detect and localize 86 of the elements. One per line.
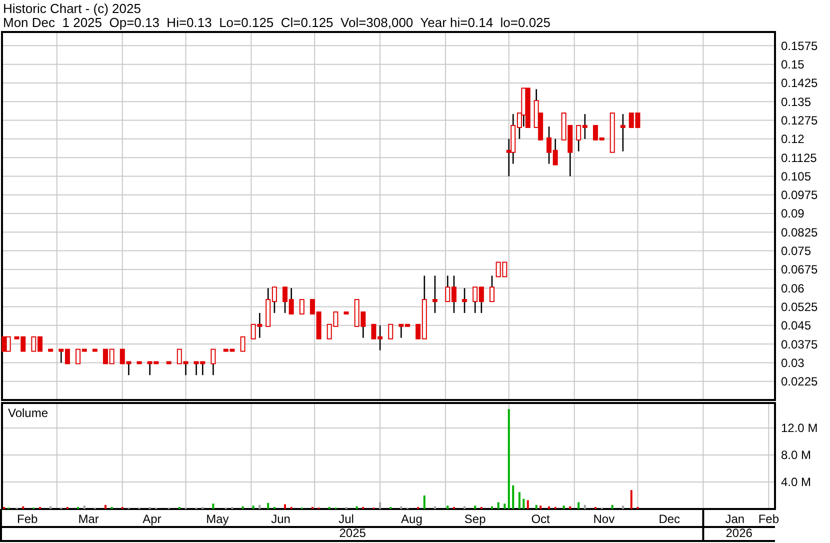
y-tick-label: 4.0 M (781, 475, 812, 490)
y-tick-label: 0.06 (781, 281, 805, 296)
y-tick-label: 0.075 (781, 244, 812, 258)
y-tick-label: 0.1125 (781, 150, 818, 165)
y-tick-label: 0.0225 (781, 374, 818, 389)
x-tick-label: Nov (593, 512, 615, 526)
text: 2026 (726, 526, 753, 540)
bar (490, 506, 493, 509)
bar (611, 504, 614, 509)
bar (622, 506, 624, 509)
x-tick-label: Feb (758, 512, 780, 526)
x-tick-label: Feb (17, 512, 38, 526)
bar (446, 506, 449, 509)
chart-subtitle: Mon Dec 1 2025 Op=0.13 Hi=0.13 Lo=0.125 Cl=0.125 Vol=308,000 Year hi=0.14 lo=0.025 (3, 15, 551, 30)
bar (423, 495, 426, 509)
bar (242, 506, 244, 509)
chart-title: Volume (8, 406, 48, 420)
bar (630, 490, 632, 509)
candlestick (6, 336, 11, 352)
y-tick-label: 0.1425 (781, 76, 818, 90)
y-tick-label: 0.0525 (781, 300, 818, 314)
bar (497, 502, 500, 509)
bar (212, 504, 214, 509)
candlestick (2, 336, 7, 352)
candlestick (210, 348, 216, 376)
candlestick (489, 275, 494, 302)
x-tick-label: Jan (725, 512, 745, 526)
bar (504, 504, 506, 509)
bar (535, 504, 538, 509)
x-tick-label: Jun (271, 512, 290, 526)
y-tick-label: 0.045 (781, 318, 812, 333)
y-tick-label: 0.0825 (781, 225, 818, 240)
candlestick (240, 336, 246, 352)
bar (512, 485, 514, 509)
x-tick-label: May (206, 512, 229, 526)
bar (379, 502, 382, 509)
bar (548, 506, 550, 509)
y-tick-label: 0.0675 (781, 262, 818, 277)
y-tick-label: 0.0375 (781, 337, 818, 352)
bar (518, 492, 520, 509)
y-tick-label: 0.1575 (781, 38, 818, 53)
x-tick-label: Jul (338, 512, 354, 526)
bar (584, 504, 586, 509)
bar (104, 504, 106, 509)
bar (522, 498, 525, 509)
candlestick (388, 324, 394, 340)
candlestick (432, 275, 438, 314)
bar (526, 500, 529, 509)
x-tick-label: Aug (401, 512, 422, 526)
bar (578, 502, 580, 509)
bar (562, 506, 565, 509)
bar (22, 506, 24, 509)
y-tick-label: 12.0 M (781, 421, 818, 436)
bar (569, 506, 572, 509)
bar (540, 506, 542, 509)
y-tick-label: 0.0975 (781, 188, 818, 202)
bar (464, 506, 466, 509)
y-tick-label: 8.0 M (781, 448, 812, 462)
bar (284, 504, 286, 509)
bar (434, 506, 436, 509)
y-tick-label: 0.15 (781, 58, 805, 72)
x-tick-label: Apr (142, 512, 162, 526)
bar (508, 409, 510, 509)
bar (267, 502, 270, 509)
chart-title: Historic Chart - (c) 2025 (3, 1, 141, 16)
y-tick-label: 0.12 (781, 132, 805, 146)
text: 2025 (339, 526, 366, 540)
bar (258, 504, 261, 509)
y-tick-label: 0.09 (781, 206, 805, 221)
y-tick-label: 0.1275 (781, 113, 818, 128)
x-tick-label: Dec (658, 512, 680, 526)
x-tick-label: Sep (464, 512, 486, 526)
candlestick (620, 113, 626, 152)
bar (83, 506, 86, 509)
x-tick-label: Mar (78, 512, 99, 526)
x-tick-label: Oct (531, 512, 551, 526)
bar (474, 506, 476, 509)
candlestick (462, 287, 468, 314)
y-tick-label: 0.03 (781, 356, 805, 370)
bar (356, 506, 358, 509)
candlestick (299, 299, 304, 314)
y-tick-label: 0.135 (781, 94, 812, 109)
bar (252, 506, 254, 509)
bar (400, 506, 402, 509)
bar (50, 506, 52, 509)
y-tick-label: 0.105 (781, 169, 812, 184)
